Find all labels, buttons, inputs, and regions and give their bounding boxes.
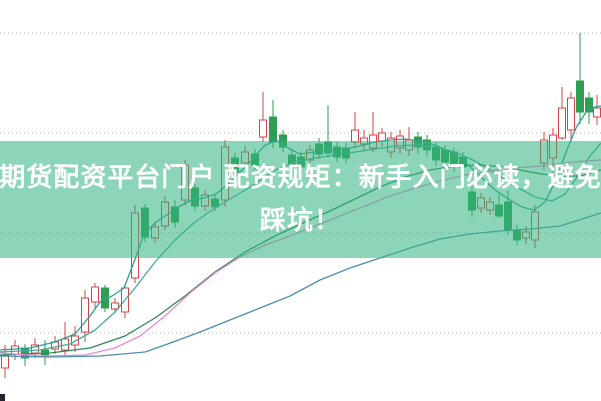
title-banner: 期货配资平台门户 配资规矩：新手入门必读，避免 踩坑！ [0,141,601,258]
cropped-corner-glyph [0,394,5,401]
banner-title-line2: 踩坑！ [259,205,341,235]
banner-title-line1: 期货配资平台门户 配资规矩：新手入门必读，避免 [0,162,601,192]
